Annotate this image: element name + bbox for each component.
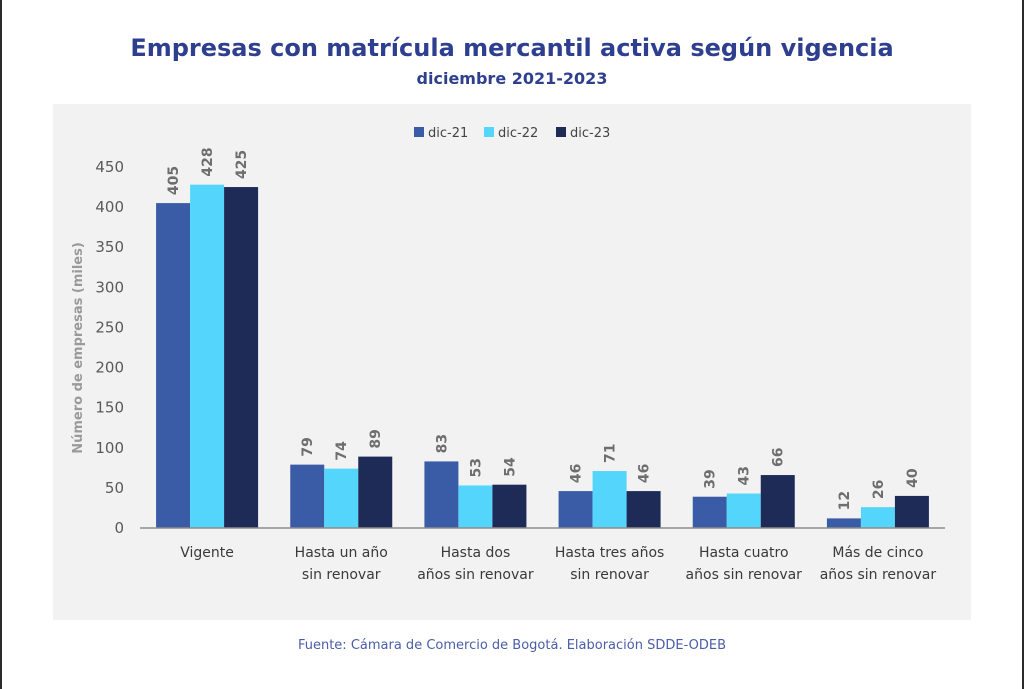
bar <box>492 484 527 528</box>
legend-label: dic-22 <box>498 126 538 141</box>
x-tick-label: Hasta tres años <box>555 545 665 561</box>
x-tick-label: Más de cinco <box>832 545 923 561</box>
x-tick-label: años sin renovar <box>820 567 937 583</box>
bar <box>358 456 393 528</box>
data-label: 54 <box>502 457 518 477</box>
data-label: 425 <box>234 150 250 179</box>
x-tick-label: Hasta un año <box>295 545 388 561</box>
y-tick-label: 300 <box>95 278 124 296</box>
bar <box>726 493 761 528</box>
data-label: 53 <box>468 458 484 477</box>
data-label: 83 <box>434 434 450 453</box>
bar <box>324 468 359 528</box>
source-note: Fuente: Cámara de Comercio de Bogotá. El… <box>297 638 727 653</box>
bar <box>190 184 225 528</box>
y-tick-label: 350 <box>95 238 124 256</box>
data-label: 40 <box>905 468 921 488</box>
chart-subtitle: diciembre 2021-2023 <box>416 69 608 88</box>
bar <box>894 495 929 528</box>
data-label: 79 <box>300 437 316 456</box>
x-tick-label: años sin renovar <box>417 567 534 583</box>
legend-swatch <box>414 127 424 137</box>
x-axis: Vigente Hasta un año sin renovar Hasta dos a… <box>140 527 945 583</box>
x-tick-label: sin renovar <box>570 567 649 583</box>
bar <box>290 464 325 528</box>
data-label: 46 <box>637 464 653 483</box>
data-label: 46 <box>569 464 585 483</box>
y-tick-label: 0 <box>114 519 124 537</box>
data-label: 43 <box>737 466 753 485</box>
bar <box>692 496 727 528</box>
bar <box>424 461 459 528</box>
legend-label: dic-21 <box>428 126 468 141</box>
x-tick-label: años sin renovar <box>686 567 803 583</box>
bar <box>592 471 627 528</box>
left-frame-border <box>0 0 2 689</box>
data-label: 12 <box>837 491 853 510</box>
bar <box>156 203 191 528</box>
data-label: 26 <box>871 480 887 499</box>
x-tick-label: Hasta dos <box>441 545 511 561</box>
bar <box>826 518 861 528</box>
data-label: 89 <box>368 429 384 448</box>
y-axis-label: Número de empresas (miles) <box>71 242 86 454</box>
legend-label: dic-23 <box>570 126 610 141</box>
bar <box>626 491 661 528</box>
data-label: 405 <box>166 166 182 195</box>
y-tick-label: 150 <box>95 399 124 417</box>
y-axis: 0 50 100 150 200 250 300 350 400 450 Número de emp… <box>71 158 124 537</box>
legend-swatch <box>556 127 566 137</box>
data-label: 428 <box>200 147 216 176</box>
x-tick-label: Hasta cuatro <box>699 545 789 561</box>
data-label: 39 <box>703 469 719 488</box>
y-tick-label: 200 <box>95 359 124 377</box>
y-tick-label: 50 <box>105 479 124 497</box>
bar <box>458 485 493 528</box>
bar <box>224 187 259 529</box>
bars: 405 428 425 79 74 89 83 53 54 46 71 46 39 43 66 12 26 40 <box>156 147 929 529</box>
legend-swatch <box>484 127 494 137</box>
legend: dic-21 dic-22 dic-23 <box>414 126 610 141</box>
bar <box>760 475 795 528</box>
data-label: 71 <box>603 444 619 463</box>
bar <box>558 491 593 528</box>
x-tick-label: Vigente <box>180 545 234 561</box>
right-frame-border <box>1022 0 1024 689</box>
x-tick-label: sin renovar <box>302 567 381 583</box>
y-tick-label: 450 <box>95 158 124 176</box>
bar <box>860 507 895 528</box>
y-tick-label: 400 <box>95 198 124 216</box>
data-label: 74 <box>334 441 350 461</box>
data-label: 66 <box>771 448 787 467</box>
y-tick-label: 250 <box>95 318 124 336</box>
chart-title: Empresas con matrícula mercantil activa … <box>130 34 894 62</box>
y-tick-label: 100 <box>95 439 124 457</box>
